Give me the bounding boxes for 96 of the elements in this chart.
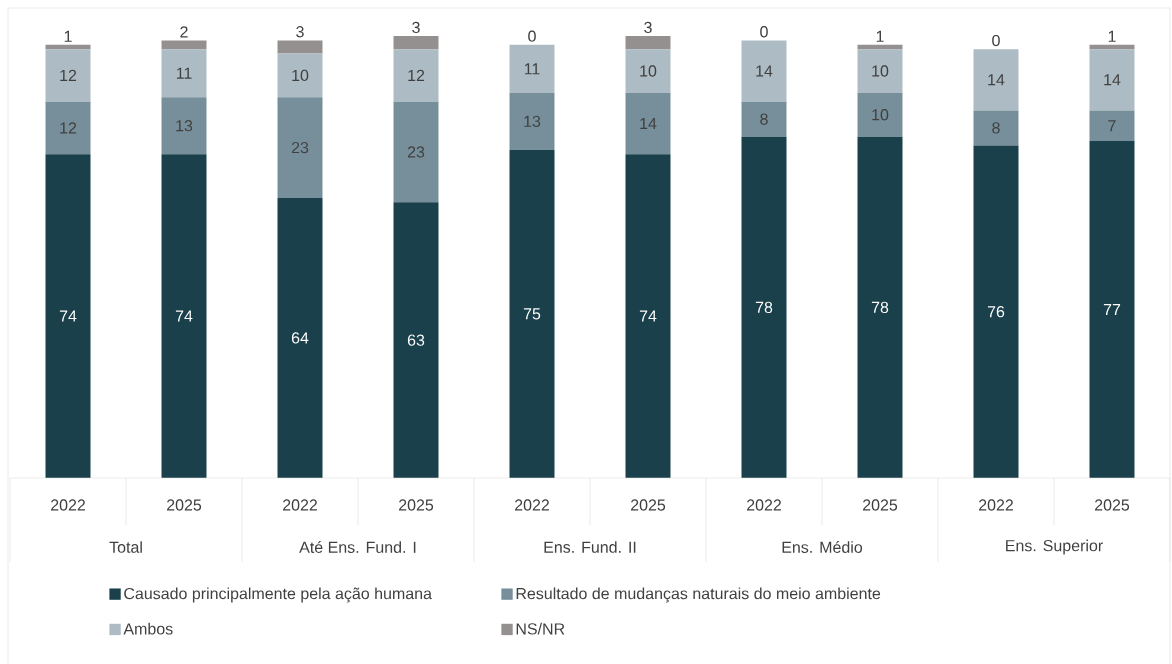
data-label: 74 [59,310,77,322]
data-label: 10 [640,65,657,77]
data-label: 7 [1108,120,1116,132]
data-label: 12 [408,69,425,81]
bar [393,202,439,478]
bar [393,101,439,203]
x-tick-label: 2022 [283,499,317,511]
bar [973,49,1019,111]
data-label: 63 [407,334,425,346]
data-label: 3 [644,21,652,34]
text: Total [109,541,142,553]
bar [741,40,787,102]
x-tick-label: 2025 [631,499,666,511]
data-label: 12 [60,69,77,81]
bar [161,154,207,478]
data-label: 74 [639,310,657,322]
bar [625,92,671,155]
data-label: 23 [407,146,425,158]
bar [1089,49,1135,111]
bar [509,92,555,150]
data-label: 8 [760,113,768,125]
data-label: 77 [1103,304,1121,316]
data-label: 13 [176,120,193,132]
bar [393,49,439,102]
bar [625,36,671,50]
x-tick-label: 2025 [862,499,898,511]
bar [277,53,323,98]
data-label: 14 [640,118,657,130]
bar [277,97,323,198]
legend-label: Ambos [123,622,173,635]
data-label: 0 [760,26,768,38]
data-label: 10 [872,65,889,77]
legend-label: Causado principalmente pela ação humana [124,587,432,603]
legend-label: Resultado de mudanças naturais do meio ambiente [516,587,881,603]
bar [1089,110,1135,142]
data-label: 2 [180,26,188,38]
data-label: 12 [60,122,77,134]
data-label: 74 [175,310,193,322]
data-label: 10 [872,109,889,121]
data-label: 1 [876,30,884,42]
data-label: 76 [987,306,1005,318]
bar [161,49,207,98]
bar [393,36,439,50]
bar [45,49,91,102]
bar [973,110,1019,146]
bar [509,44,555,93]
text: Ens. Superior [1006,539,1103,555]
bar [973,145,1019,478]
text: Até Ens. Fund. I [299,541,416,553]
data-label: 1 [64,30,72,42]
bar [1089,44,1135,50]
data-label: 78 [755,301,773,313]
bar [625,154,671,478]
bar [857,136,903,478]
text: Ens. Fund. II [544,541,636,553]
data-label: 3 [412,21,420,34]
bar [45,154,91,478]
bar [161,97,207,155]
data-label: 0 [528,30,536,42]
bar [161,40,207,50]
x-tick-label: 2022 [747,499,781,511]
bar [625,49,671,93]
bar [45,101,91,155]
data-label: 14 [756,65,773,77]
data-label: 8 [992,122,1000,134]
x-tick-label: 2025 [167,499,202,511]
x-tick-label: 2022 [515,499,549,511]
data-label: 14 [988,74,1005,86]
x-tick-label: 2022 [51,499,85,511]
bar [277,40,323,54]
data-label: 14 [1104,74,1121,86]
data-label: 64 [291,332,309,344]
bar [741,101,787,137]
bar [1089,141,1135,478]
bar [509,149,555,478]
bar [857,92,903,137]
data-label: 3 [296,26,304,38]
x-tick-label: 2022 [978,499,1013,511]
x-tick-label: 2025 [399,499,434,511]
data-label: 13 [524,115,541,127]
data-label: 11 [176,67,192,79]
bar [45,44,91,50]
text: Ens. Médio [782,541,863,553]
legend-label: NS/NR [516,622,565,635]
bar [857,44,903,50]
data-label: 78 [871,301,889,313]
bar [741,136,787,478]
data-label: 10 [292,69,309,82]
x-tick-label: 2025 [1094,499,1130,511]
data-label: 75 [523,308,541,320]
data-label: 11 [524,63,540,75]
bar [857,49,903,93]
bar [277,197,323,478]
data-label: 23 [291,141,309,154]
data-label: 0 [992,34,1000,47]
data-label: 1 [1108,30,1116,42]
